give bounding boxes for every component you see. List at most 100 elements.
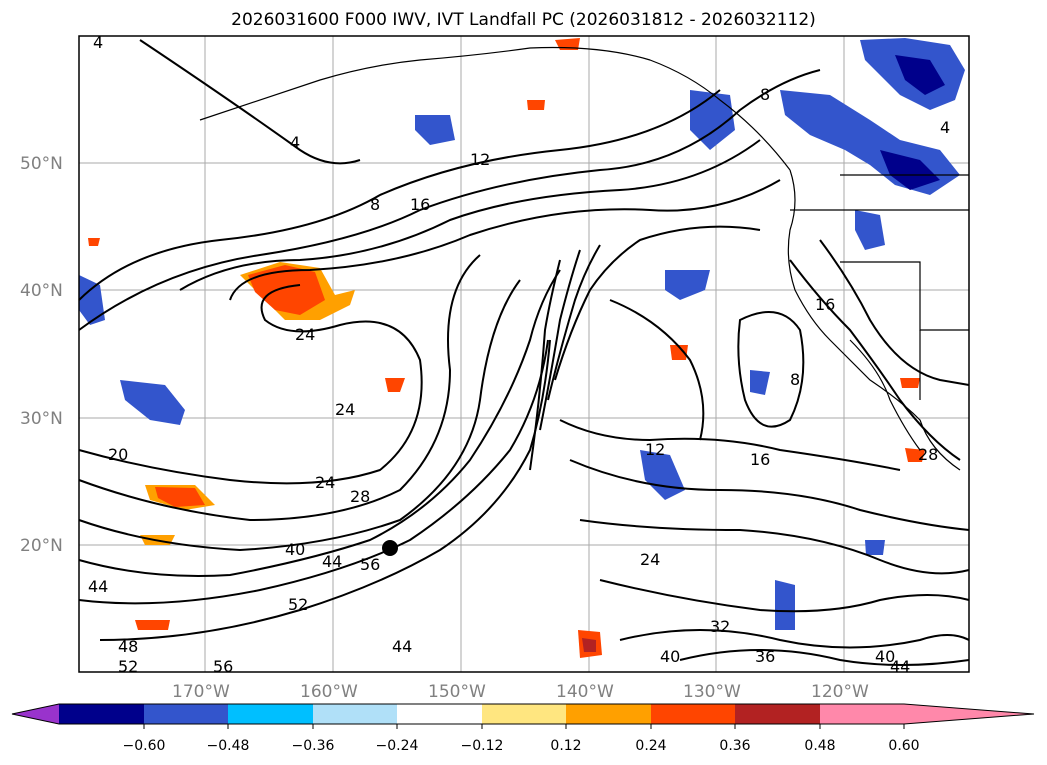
contour-label: 16 bbox=[815, 295, 835, 314]
colorbar-tick: 0.12 bbox=[550, 738, 581, 754]
pc-fill-areas bbox=[79, 38, 965, 658]
colorbar-segment bbox=[566, 704, 651, 724]
contour-label: 16 bbox=[410, 195, 430, 214]
contour-label-group: 4 4 8 4 12 8 16 24 24 20 24 28 40 44 56 … bbox=[88, 33, 950, 676]
contour-label: 28 bbox=[350, 487, 370, 506]
contour-line bbox=[179, 139, 761, 291]
contour-label: 52 bbox=[288, 595, 308, 614]
positive-region-ne bbox=[670, 345, 688, 360]
contour-label: 36 bbox=[755, 647, 775, 666]
contour-label: 52 bbox=[118, 657, 138, 676]
colorbar-segment bbox=[735, 704, 820, 724]
contour-label: 24 bbox=[335, 400, 355, 419]
contour-label: 8 bbox=[370, 195, 380, 214]
colorbar-segment bbox=[59, 704, 144, 724]
negative-core-bc bbox=[880, 150, 940, 190]
contour-label: 56 bbox=[360, 555, 380, 574]
coastlines bbox=[199, 46, 969, 471]
colorbar-tick: −0.36 bbox=[292, 738, 335, 754]
colorbar-segment bbox=[482, 704, 566, 724]
lon-label: 170°W bbox=[172, 682, 230, 702]
lon-label: 160°W bbox=[300, 682, 358, 702]
contour-line bbox=[78, 339, 549, 605]
colorbar-tick: 0.36 bbox=[719, 738, 750, 754]
contour-label: 44 bbox=[88, 577, 108, 596]
plot-area: 4 4 8 4 12 8 16 24 24 20 24 28 40 44 56 … bbox=[78, 33, 970, 676]
map-title: 2026031600 F000 IWV, IVT Landfall PC (20… bbox=[231, 10, 816, 30]
contour-label: 48 bbox=[118, 637, 138, 656]
contour-label: 24 bbox=[315, 473, 335, 492]
contour-line bbox=[78, 284, 423, 485]
contour-line bbox=[529, 259, 561, 471]
contour-label: 4 bbox=[93, 33, 103, 52]
contour-line bbox=[789, 259, 961, 461]
lon-label: 120°W bbox=[811, 682, 869, 702]
contour-line bbox=[559, 419, 901, 471]
contour-line bbox=[78, 89, 721, 301]
colorbar-segment bbox=[397, 704, 482, 724]
longitude-labels: 170°W 160°W 150°W 140°W 130°W 120°W bbox=[172, 682, 869, 702]
alaska-coast bbox=[199, 46, 791, 171]
positive-core-s bbox=[582, 638, 596, 652]
positive-core-central-pac bbox=[248, 265, 325, 315]
negative-region-e bbox=[865, 540, 885, 555]
colorbar-tick: −0.60 bbox=[123, 738, 166, 754]
iwv-contours bbox=[78, 39, 970, 666]
contour-line bbox=[554, 225, 761, 381]
negative-region-w-pac bbox=[79, 275, 105, 325]
positive-region-nw bbox=[88, 238, 100, 246]
positive-core-w bbox=[155, 487, 205, 507]
colorbar-tick: 0.24 bbox=[635, 738, 666, 754]
positive-region-mid bbox=[385, 378, 405, 392]
contour-line bbox=[539, 249, 581, 431]
colorbar: −0.60 −0.48 −0.36 −0.24 −0.12 0.12 0.24 … bbox=[11, 703, 1035, 754]
contour-label: 8 bbox=[760, 85, 770, 104]
contour-label: 16 bbox=[750, 450, 770, 469]
contour-line bbox=[78, 254, 481, 522]
colorbar-tick: 0.60 bbox=[888, 738, 919, 754]
contour-line bbox=[547, 244, 601, 401]
baja-coast bbox=[849, 339, 921, 451]
state-border-2 bbox=[840, 261, 969, 331]
colorbar-segment bbox=[144, 704, 228, 724]
contour-line bbox=[78, 279, 521, 552]
negative-region-baja bbox=[750, 370, 770, 395]
contour-line bbox=[599, 579, 970, 613]
negative-region-ne-pac bbox=[415, 115, 455, 145]
contour-label: 44 bbox=[322, 552, 342, 571]
contour-label: 8 bbox=[790, 370, 800, 389]
colorbar-tick: 0.48 bbox=[804, 738, 835, 754]
contour-line bbox=[139, 39, 361, 165]
contour-line bbox=[737, 311, 805, 428]
contour-line bbox=[609, 299, 705, 441]
colorbar-tick: −0.24 bbox=[376, 738, 419, 754]
positive-region-n2 bbox=[527, 100, 545, 110]
contour-line bbox=[579, 519, 970, 575]
colorbar-segment bbox=[651, 704, 735, 724]
contour-label: 4 bbox=[940, 118, 950, 137]
contour-label: 4 bbox=[290, 133, 300, 152]
lon-label: 150°W bbox=[428, 682, 486, 702]
contour-label: 44 bbox=[392, 637, 412, 656]
cyclone-center bbox=[382, 540, 398, 556]
plot-border bbox=[78, 35, 970, 673]
negative-region-mid bbox=[665, 270, 710, 300]
colorbar-tick: −0.12 bbox=[461, 738, 504, 754]
contour-line bbox=[619, 629, 970, 649]
contour-label: 20 bbox=[108, 445, 128, 464]
lat-label: 50°N bbox=[20, 154, 63, 174]
contour-line bbox=[78, 269, 561, 577]
positive-region-mx bbox=[905, 448, 925, 462]
contour-label: 56 bbox=[213, 657, 233, 676]
negative-core-canada bbox=[895, 55, 945, 95]
positive-region-ca bbox=[900, 378, 920, 388]
contour-label: 28 bbox=[918, 445, 938, 464]
contour-label: 24 bbox=[295, 325, 315, 344]
colorbar-segment bbox=[228, 704, 313, 724]
contour-line bbox=[78, 69, 821, 331]
contour-line bbox=[229, 179, 781, 301]
contour-label: 40 bbox=[875, 647, 895, 666]
lon-label: 130°W bbox=[683, 682, 741, 702]
colorbar-extend-left bbox=[12, 704, 59, 724]
